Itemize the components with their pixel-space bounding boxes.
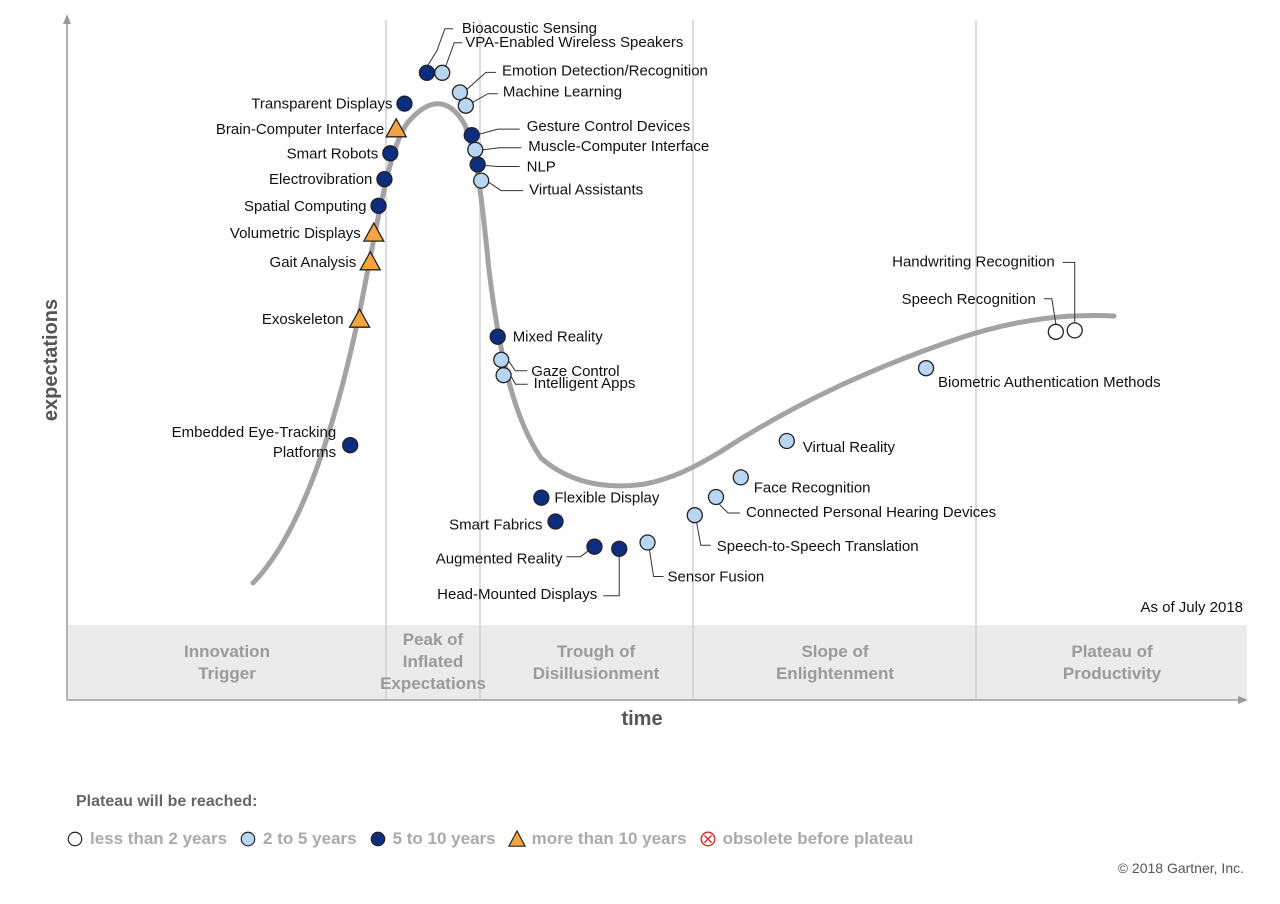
marker-virtual-reality xyxy=(778,432,795,450)
legend-symbol-gt10 xyxy=(507,830,526,847)
legend-label-lt2: less than 2 years xyxy=(90,829,228,848)
marker-flexible-display xyxy=(533,489,550,506)
label-smart-robots: Smart Robots xyxy=(287,145,379,162)
marker-emotion-detection-recognition xyxy=(451,84,469,101)
label-exoskeleton: Exoskeleton xyxy=(262,311,344,328)
label-emotion-detection-recognition: Emotion Detection/Recognition xyxy=(502,62,708,79)
legend-symbol-5to10 xyxy=(370,831,385,847)
marker-gaze-control xyxy=(493,351,510,368)
marker-muscle-computer-interface xyxy=(467,141,484,158)
marker-smart-robots xyxy=(382,145,399,162)
legend-symbol-obsolete xyxy=(700,831,716,847)
label-nlp: NLP xyxy=(527,159,556,176)
marker-speech-recognition xyxy=(1047,323,1064,340)
marker-virtual-assistants xyxy=(473,172,490,189)
label-gesture-control-devices: Gesture Control Devices xyxy=(527,118,690,135)
label-bioacoustic-sensing: Bioacoustic Sensing xyxy=(462,20,597,37)
phase-labels: Innovation Trigger Peak of Inflated Expectat… xyxy=(184,630,1162,693)
marker-gesture-control-devices xyxy=(463,126,480,144)
marker-handwriting-recognition xyxy=(1066,322,1083,339)
copyright: © 2018 Gartner, Inc. xyxy=(1117,860,1244,876)
label-virtual-reality: Virtual Reality xyxy=(803,439,896,456)
label-speech-to-speech-translation: Speech-to-Speech Translation xyxy=(717,538,919,555)
label-mixed-reality: Mixed Reality xyxy=(513,329,604,346)
axes xyxy=(63,14,1248,704)
marker-face-recognition xyxy=(732,469,749,486)
marker-sensor-fusion xyxy=(639,534,656,551)
marker-mixed-reality xyxy=(489,328,506,345)
legend-label-gt10: more than 10 years xyxy=(531,829,687,848)
markers xyxy=(342,64,1083,557)
legend-label-obsolete: obsolete before plateau xyxy=(722,829,914,848)
marker-bioacoustic-sensing xyxy=(418,64,436,81)
label-volumetric-displays: Volumetric Displays xyxy=(230,225,361,242)
phase-innovation-trigger: Innovation Trigger xyxy=(184,642,270,683)
legend-title: Plateau will be reached: xyxy=(76,793,258,810)
label-gait-analysis: Gait Analysis xyxy=(270,254,357,271)
label-gaze-control: Gaze Control xyxy=(531,363,619,380)
marker-volumetric-displays xyxy=(362,221,385,242)
legend-symbol-lt2 xyxy=(67,831,83,847)
phase-dividers xyxy=(385,20,977,699)
label-machine-learning: Machine Learning xyxy=(503,84,622,101)
marker-brain-computer-interface xyxy=(385,117,408,138)
label-face-recognition: Face Recognition xyxy=(754,479,871,496)
legend-label-2to5: 2 to 5 years xyxy=(263,829,357,848)
legend-label-5to10: 5 to 10 years xyxy=(392,829,496,848)
legend-item-obsolete: obsolete before plateau xyxy=(699,829,914,849)
label-handwriting-recognition: Handwriting Recognition xyxy=(892,253,1055,270)
marker-exoskeleton xyxy=(348,307,371,328)
label-embedded-eye-tracking-platforms: Embedded Eye-Tracking Platforms xyxy=(172,424,337,461)
legend-symbol-2to5 xyxy=(240,831,256,847)
legend-item-gt10: more than 10 years xyxy=(507,829,687,849)
x-axis-title: time xyxy=(621,708,662,730)
marker-embedded-eye-tracking-platforms xyxy=(342,437,359,454)
label-speech-recognition: Speech Recognition xyxy=(902,291,1036,308)
label-electrovibration: Electrovibration xyxy=(269,171,372,188)
marker-gait-analysis xyxy=(359,250,382,271)
marker-speech-to-speech-translation xyxy=(686,507,703,524)
label-brain-computer-interface: Brain-Computer Interface xyxy=(216,121,384,138)
label-biometric-authentication-methods: Biometric Authentication Methods xyxy=(938,374,1161,391)
y-axis-title: expectations xyxy=(40,299,62,421)
point-labels: Embedded Eye-Tracking Platforms Exoskeleto… xyxy=(172,20,1161,603)
label-vpa-enabled-wireless-speakers: VPA-Enabled Wireless Speakers xyxy=(465,34,683,51)
label-head-mounted-displays: Head-Mounted Displays xyxy=(437,586,597,603)
label-flexible-display: Flexible Display xyxy=(554,490,660,507)
marker-spatial-computing xyxy=(370,197,387,214)
phase-band xyxy=(68,625,1247,699)
label-connected-personal-hearing-devices: Connected Personal Hearing Devices xyxy=(746,504,996,521)
as-of-label: As of July 2018 xyxy=(1140,599,1243,616)
label-intelligent-apps: Intelligent Apps xyxy=(534,375,636,392)
legend-item-5to10: 5 to 10 years xyxy=(369,829,496,849)
label-sensor-fusion: Sensor Fusion xyxy=(668,569,765,586)
marker-head-mounted-displays xyxy=(611,540,628,557)
legend-item-2to5: 2 to 5 years xyxy=(239,829,357,849)
marker-intelligent-apps xyxy=(495,367,512,384)
legend: less than 2 years 2 to 5 years 5 to 10 yea… xyxy=(66,829,925,849)
phase-peak-of-inflated-expectations: Peak of Inflated Expectations xyxy=(380,630,486,693)
phase-plateau-of-productivity: Plateau of Productivity xyxy=(1063,642,1162,683)
marker-electrovibration xyxy=(376,171,393,188)
marker-vpa-enabled-wireless-speakers xyxy=(434,64,451,81)
marker-transparent-displays xyxy=(396,95,413,112)
marker-smart-fabrics xyxy=(547,513,564,530)
label-transparent-displays: Transparent Displays xyxy=(251,96,392,113)
marker-augmented-reality xyxy=(586,538,603,555)
label-muscle-computer-interface: Muscle-Computer Interface xyxy=(528,138,709,155)
label-augmented-reality: Augmented Reality xyxy=(436,551,563,568)
marker-machine-learning xyxy=(457,97,474,114)
label-smart-fabrics: Smart Fabrics xyxy=(449,517,542,534)
marker-biometric-authentication-methods xyxy=(917,360,935,377)
phase-slope-of-enlightenment: Slope of Enlightenment xyxy=(776,642,894,683)
phase-trough-of-disillusionment: Trough of Disillusionment xyxy=(533,642,660,683)
label-virtual-assistants: Virtual Assistants xyxy=(529,182,643,199)
label-spatial-computing: Spatial Computing xyxy=(244,198,367,215)
marker-nlp xyxy=(469,156,486,173)
legend-item-lt2: less than 2 years xyxy=(66,829,227,849)
leader-handwriting-recognition xyxy=(1062,261,1076,331)
marker-connected-personal-hearing-devices xyxy=(707,488,725,506)
